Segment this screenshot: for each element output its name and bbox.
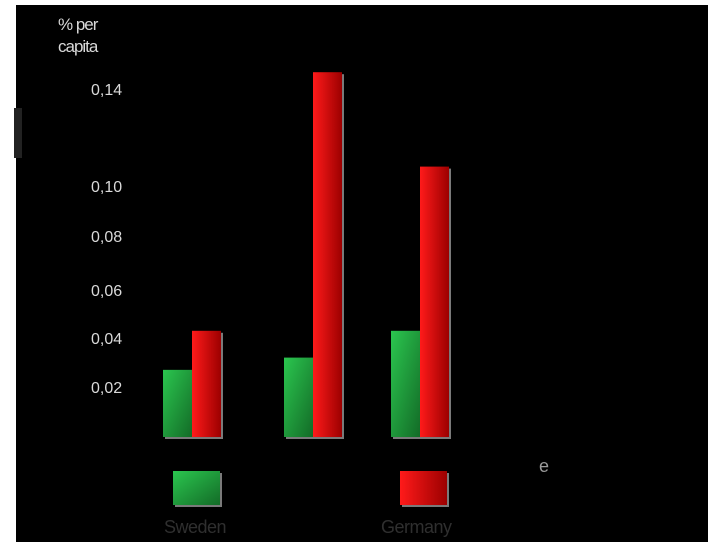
bar-germany-1: [192, 330, 221, 437]
y-tick-label: 0,14: [91, 82, 122, 99]
legend: Sweden Germany: [164, 471, 453, 537]
y-tick-label: 0,06: [91, 283, 122, 300]
y-axis-label-line-1: % per: [58, 15, 99, 34]
y-tick-label: 0,10: [91, 179, 122, 196]
bar-germany-3: [420, 166, 449, 437]
legend-label-germany: Germany: [381, 517, 452, 537]
annotation-e: e: [539, 456, 549, 476]
bar-germany-2: [313, 72, 342, 437]
bar-sweden-2: [284, 357, 313, 437]
bars: [163, 72, 451, 439]
legend-swatch-sweden: [173, 471, 220, 505]
y-axis-label-line-2: capita: [58, 37, 99, 56]
y-tick-label: 0,08: [91, 229, 122, 246]
y-axis-ticks: 0,02 0,04 0,06 0,08 0,10 0,14: [91, 82, 122, 397]
chart-background: [16, 5, 708, 542]
stray-mark: [14, 108, 22, 158]
bar-sweden-1: [163, 369, 192, 437]
bar-sweden-3: [391, 330, 420, 437]
y-tick-label: 0,02: [91, 380, 122, 397]
legend-swatch-germany: [400, 471, 447, 505]
legend-label-sweden: Sweden: [164, 517, 226, 537]
y-tick-label: 0,04: [91, 331, 122, 348]
